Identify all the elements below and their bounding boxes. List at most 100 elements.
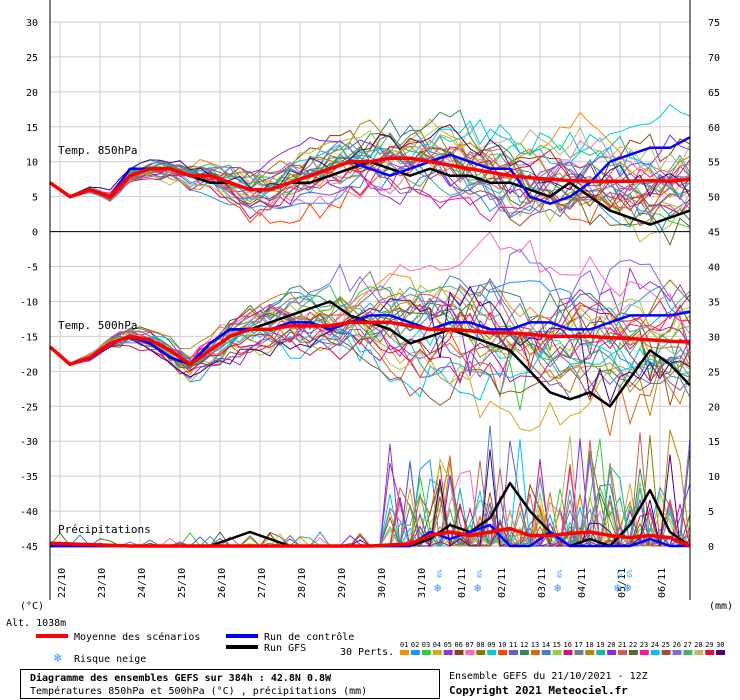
- pert-number: 09: [487, 641, 495, 649]
- x-date-label: 23/10: [97, 568, 108, 598]
- pert-swatch: [400, 650, 409, 655]
- pert-number: 01: [400, 641, 408, 649]
- pert-number: 20: [607, 641, 615, 649]
- pert-number: 18: [585, 641, 593, 649]
- snowflake-icon: ❄: [614, 581, 621, 595]
- right-tick-label: 30: [708, 332, 720, 343]
- pert-line-500: [49, 285, 691, 405]
- x-date-label: 30/10: [377, 568, 388, 598]
- legend-perts-label: 30 Perts.: [340, 647, 394, 658]
- pert-number: 10: [498, 641, 506, 649]
- pert-swatch: [607, 650, 617, 655]
- right-tick-label: 40: [708, 263, 720, 274]
- legend-snow-label: Risque neige: [74, 654, 146, 665]
- snowflake-icon: ❄: [53, 651, 62, 666]
- snow-risk-percent: 6%: [616, 569, 624, 578]
- pert-swatch: [716, 650, 726, 655]
- chart-axes: 302520151050-5-10-15-20-25-30-35-40-4575…: [20, 0, 720, 600]
- snow-risk-percent: 6%: [436, 569, 444, 578]
- pert-swatch: [585, 650, 595, 655]
- perturbation-legend: 01 02 03 04 05 06 07 08 09 10 11 12 13 14 15 16 17 18 19 20…: [400, 641, 726, 655]
- pert-line-850: [49, 124, 691, 198]
- x-date-label: 01/11: [457, 568, 468, 598]
- left-tick-label: -30: [20, 437, 38, 448]
- pert-swatch: [596, 650, 606, 655]
- pert-line-500: [49, 303, 691, 381]
- left-tick-label: 25: [26, 53, 38, 64]
- pert-number: 26: [673, 641, 681, 649]
- x-date-label: 05/11: [617, 568, 628, 598]
- pert-line-500: [49, 294, 691, 375]
- snow-risk-markers: 6%❄6%❄6%❄6%❄6%❄: [434, 569, 634, 595]
- pert-swatch: [530, 650, 540, 655]
- copyright: Copyright 2021 Meteociel.fr: [449, 684, 628, 697]
- pert-swatch: [650, 650, 660, 655]
- pert-line-500: [49, 313, 691, 436]
- pert-number: 22: [629, 641, 637, 649]
- run-info: Ensemble GEFS du 21/10/2021 - 12Z: [449, 671, 648, 682]
- pert-line-850: [49, 131, 691, 200]
- left-tick-label: 30: [26, 18, 38, 29]
- pert-swatch: [454, 650, 464, 655]
- x-date-label: 25/10: [177, 568, 188, 598]
- left-tick-label: 20: [26, 88, 38, 99]
- pert-swatch: [639, 650, 649, 655]
- pert-line-500: [49, 291, 691, 416]
- snowflake-icon: ❄: [554, 581, 561, 595]
- left-tick-label: 5: [32, 193, 38, 204]
- pert-line-850: [49, 161, 691, 223]
- pert-swatch: [509, 650, 518, 655]
- pert-line-500: [49, 303, 691, 385]
- right-axis-unit: (mm): [709, 601, 733, 612]
- x-date-label: 03/11: [537, 568, 548, 598]
- pert-swatch: [410, 650, 420, 655]
- left-tick-label: -25: [20, 402, 38, 413]
- pert-swatch: [443, 650, 453, 655]
- pert-number: 25: [662, 641, 670, 649]
- right-tick-label: 25: [708, 367, 720, 378]
- right-tick-label: 75: [708, 18, 720, 29]
- legend-gfs-label: Run GFS: [264, 643, 306, 654]
- left-tick-label: -20: [20, 367, 38, 378]
- chart-title: Diagramme des ensembles GEFS sur 384h : …: [30, 672, 332, 684]
- left-tick-label: 15: [26, 123, 38, 134]
- label-temp-500: Temp. 500hPa: [58, 319, 137, 332]
- pert-swatch: [563, 650, 573, 655]
- left-axis-unit: (°C): [20, 601, 44, 612]
- x-date-label: 22/10: [57, 568, 68, 598]
- main-series-lines: [48, 136, 691, 548]
- pert-number: 15: [553, 641, 561, 649]
- right-tick-label: 50: [708, 193, 720, 204]
- pert-swatch: [498, 650, 508, 655]
- pert-number: 16: [564, 641, 572, 649]
- left-tick-label: 0: [32, 228, 38, 239]
- pert-number: 06: [455, 641, 463, 649]
- pert-number: 19: [596, 641, 604, 649]
- snowflake-icon: ❄: [474, 581, 481, 595]
- x-date-label: 26/10: [217, 568, 228, 598]
- pert-line-850: [49, 139, 691, 215]
- x-date-label: 06/11: [657, 568, 668, 598]
- pert-swatch: [628, 650, 638, 655]
- altitude-label: Alt. 1038m: [6, 618, 66, 629]
- right-tick-label: 60: [708, 123, 720, 134]
- pert-swatch: [421, 650, 431, 655]
- right-tick-label: 45: [708, 228, 720, 239]
- left-tick-label: 10: [26, 158, 38, 169]
- series-t850-mean: [48, 156, 691, 199]
- label-temp-850: Temp. 850hPa: [58, 144, 137, 157]
- pert-number: 21: [618, 641, 626, 649]
- pert-swatch: [465, 650, 475, 655]
- right-tick-label: 55: [708, 158, 720, 169]
- pert-number: 08: [476, 641, 484, 649]
- pert-line-850: [49, 124, 691, 209]
- pert-number: 07: [465, 641, 473, 649]
- pert-swatch: [432, 650, 442, 655]
- snow-risk-percent: 6%: [626, 569, 634, 578]
- pert-number: 05: [444, 641, 452, 649]
- pert-swatch: [487, 650, 497, 655]
- x-date-label: 27/10: [257, 568, 268, 598]
- left-tick-label: -35: [20, 472, 38, 483]
- pert-line-850: [49, 166, 691, 219]
- label-precipitations: Précipitations: [58, 523, 151, 536]
